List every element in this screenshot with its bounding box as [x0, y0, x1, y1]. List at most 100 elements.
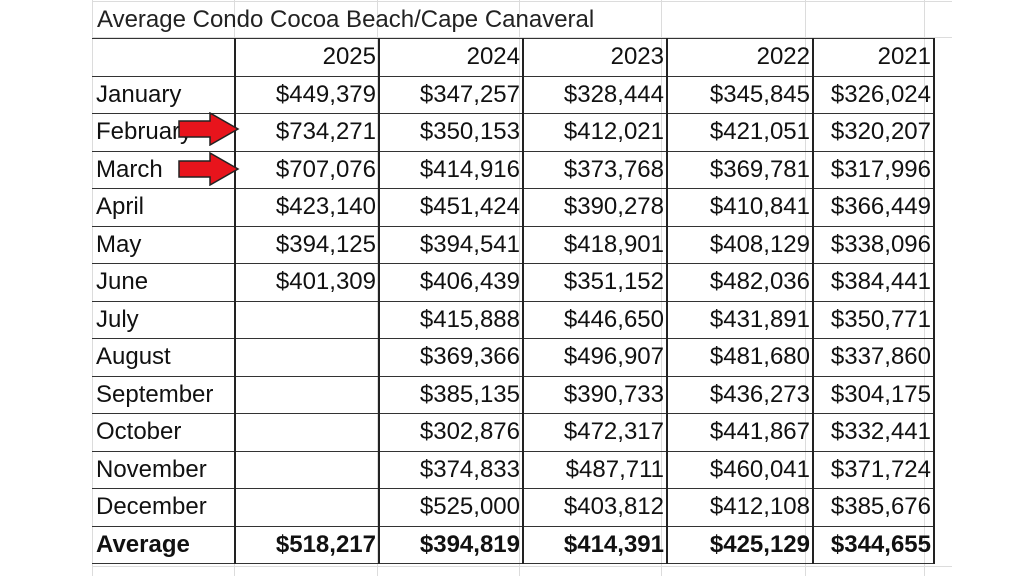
- value-cell[interactable]: $401,309: [234, 263, 380, 302]
- value-cell[interactable]: $350,153: [378, 113, 524, 152]
- value-cell[interactable]: [234, 375, 380, 414]
- value-cell[interactable]: $384,441: [812, 263, 935, 302]
- header-cell[interactable]: [92, 38, 235, 77]
- value-cell[interactable]: $425,129: [666, 525, 814, 564]
- header-cell[interactable]: 2024: [378, 38, 524, 77]
- value-cell[interactable]: [234, 338, 380, 377]
- value-cell[interactable]: $326,024: [812, 75, 935, 114]
- value-cell[interactable]: $525,000: [378, 488, 524, 527]
- value-cell[interactable]: $332,441: [812, 413, 935, 452]
- row-label-cell[interactable]: January: [92, 75, 235, 114]
- average-row: Average $518,217 $394,819 $414,391 $425,129 $…: [92, 525, 935, 564]
- value-cell[interactable]: $441,867: [666, 413, 814, 452]
- value-cell[interactable]: $328,444: [522, 75, 668, 114]
- value-cell[interactable]: $451,424: [378, 188, 524, 227]
- header-cell[interactable]: 2023: [522, 38, 668, 77]
- value-cell[interactable]: $304,175: [812, 375, 935, 414]
- value-cell[interactable]: $317,996: [812, 150, 935, 189]
- value-cell[interactable]: $446,650: [522, 300, 668, 339]
- header-cell[interactable]: 2022: [666, 38, 814, 77]
- value-cell[interactable]: $338,096: [812, 225, 935, 264]
- value-cell[interactable]: $436,273: [666, 375, 814, 414]
- value-cell[interactable]: $408,129: [666, 225, 814, 264]
- value-cell[interactable]: $350,771: [812, 300, 935, 339]
- value-cell[interactable]: $394,541: [378, 225, 524, 264]
- value-cell[interactable]: $481,680: [666, 338, 814, 377]
- value-cell[interactable]: $385,676: [812, 488, 935, 527]
- value-cell[interactable]: $345,845: [666, 75, 814, 114]
- value-cell[interactable]: $320,207: [812, 113, 935, 152]
- value-cell[interactable]: $374,833: [378, 450, 524, 489]
- value-cell[interactable]: $369,366: [378, 338, 524, 377]
- value-cell[interactable]: $415,888: [378, 300, 524, 339]
- value-cell[interactable]: $390,278: [522, 188, 668, 227]
- sheet-title[interactable]: Average Condo Cocoa Beach/Cape Canaveral: [97, 6, 595, 33]
- value-cell[interactable]: $394,819: [378, 525, 524, 564]
- value-cell[interactable]: $371,724: [812, 450, 935, 489]
- value-cell[interactable]: $734,271: [234, 113, 380, 152]
- value-cell[interactable]: $423,140: [234, 188, 380, 227]
- value-cell[interactable]: $385,135: [378, 375, 524, 414]
- row-label-cell[interactable]: Average: [92, 525, 235, 564]
- value-cell[interactable]: $347,257: [378, 75, 524, 114]
- header-cell[interactable]: 2021: [812, 38, 935, 77]
- value-cell[interactable]: [234, 488, 380, 527]
- value-cell[interactable]: $344,655: [812, 525, 935, 564]
- value-cell[interactable]: $403,812: [522, 488, 668, 527]
- value-cell[interactable]: $394,125: [234, 225, 380, 264]
- value-cell[interactable]: [234, 450, 380, 489]
- value-cell[interactable]: $431,891: [666, 300, 814, 339]
- value-cell[interactable]: $373,768: [522, 150, 668, 189]
- value-cell[interactable]: $406,439: [378, 263, 524, 302]
- value-cell[interactable]: $418,901: [522, 225, 668, 264]
- row-label-cell[interactable]: August: [92, 338, 235, 377]
- value-cell[interactable]: $487,711: [522, 450, 668, 489]
- table-row: November $374,833 $487,711 $460,041 $371,724: [92, 450, 935, 489]
- table-row: September $385,135 $390,733 $436,273 $304,17…: [92, 375, 935, 414]
- header-cell[interactable]: 2025: [234, 38, 380, 77]
- table-row: June $401,309 $406,439 $351,152 $482,036 $384…: [92, 263, 935, 302]
- value-cell[interactable]: $449,379: [234, 75, 380, 114]
- row-label-cell[interactable]: December: [92, 488, 235, 527]
- value-cell[interactable]: $496,907: [522, 338, 668, 377]
- value-cell[interactable]: $412,108: [666, 488, 814, 527]
- value-cell[interactable]: $482,036: [666, 263, 814, 302]
- value-cell[interactable]: $421,051: [666, 113, 814, 152]
- red-arrow-icon: [178, 112, 240, 146]
- value-cell[interactable]: $302,876: [378, 413, 524, 452]
- row-label-cell[interactable]: April: [92, 188, 235, 227]
- value-cell[interactable]: [234, 413, 380, 452]
- red-arrow-icon: [178, 152, 240, 186]
- value-cell[interactable]: $410,841: [666, 188, 814, 227]
- table-row: January $449,379 $347,257 $328,444 $345,845 $…: [92, 75, 935, 114]
- value-cell[interactable]: $414,391: [522, 525, 668, 564]
- value-cell[interactable]: $707,076: [234, 150, 380, 189]
- value-cell[interactable]: $412,021: [522, 113, 668, 152]
- value-cell[interactable]: $337,860: [812, 338, 935, 377]
- row-label-cell[interactable]: June: [92, 263, 235, 302]
- row-label-cell[interactable]: May: [92, 225, 235, 264]
- table-row: July $415,888 $446,650 $431,891 $350,771: [92, 300, 935, 339]
- grid-line: [92, 1, 952, 2]
- grid-line: [92, 37, 952, 38]
- row-label-cell[interactable]: October: [92, 413, 235, 452]
- value-cell[interactable]: $472,317: [522, 413, 668, 452]
- row-label-cell[interactable]: July: [92, 300, 235, 339]
- row-label-cell[interactable]: September: [92, 375, 235, 414]
- table-row: February $734,271 $350,153 $412,021 $421,051…: [92, 113, 935, 152]
- value-cell[interactable]: $414,916: [378, 150, 524, 189]
- table-row: April $423,140 $451,424 $390,278 $410,841 $36…: [92, 188, 935, 227]
- header-row: 2025 2024 2023 2022 2021: [92, 38, 935, 77]
- value-cell[interactable]: $518,217: [234, 525, 380, 564]
- price-table: 2025 2024 2023 2022 2021 January $449,379…: [92, 38, 935, 564]
- grid-line: [92, 566, 952, 567]
- table-row: August $369,366 $496,907 $481,680 $337,860: [92, 338, 935, 377]
- value-cell[interactable]: $460,041: [666, 450, 814, 489]
- value-cell[interactable]: $390,733: [522, 375, 668, 414]
- table-row: May $394,125 $394,541 $418,901 $408,129 $338,…: [92, 225, 935, 264]
- value-cell[interactable]: $369,781: [666, 150, 814, 189]
- value-cell[interactable]: [234, 300, 380, 339]
- row-label-cell[interactable]: November: [92, 450, 235, 489]
- value-cell[interactable]: $366,449: [812, 188, 935, 227]
- value-cell[interactable]: $351,152: [522, 263, 668, 302]
